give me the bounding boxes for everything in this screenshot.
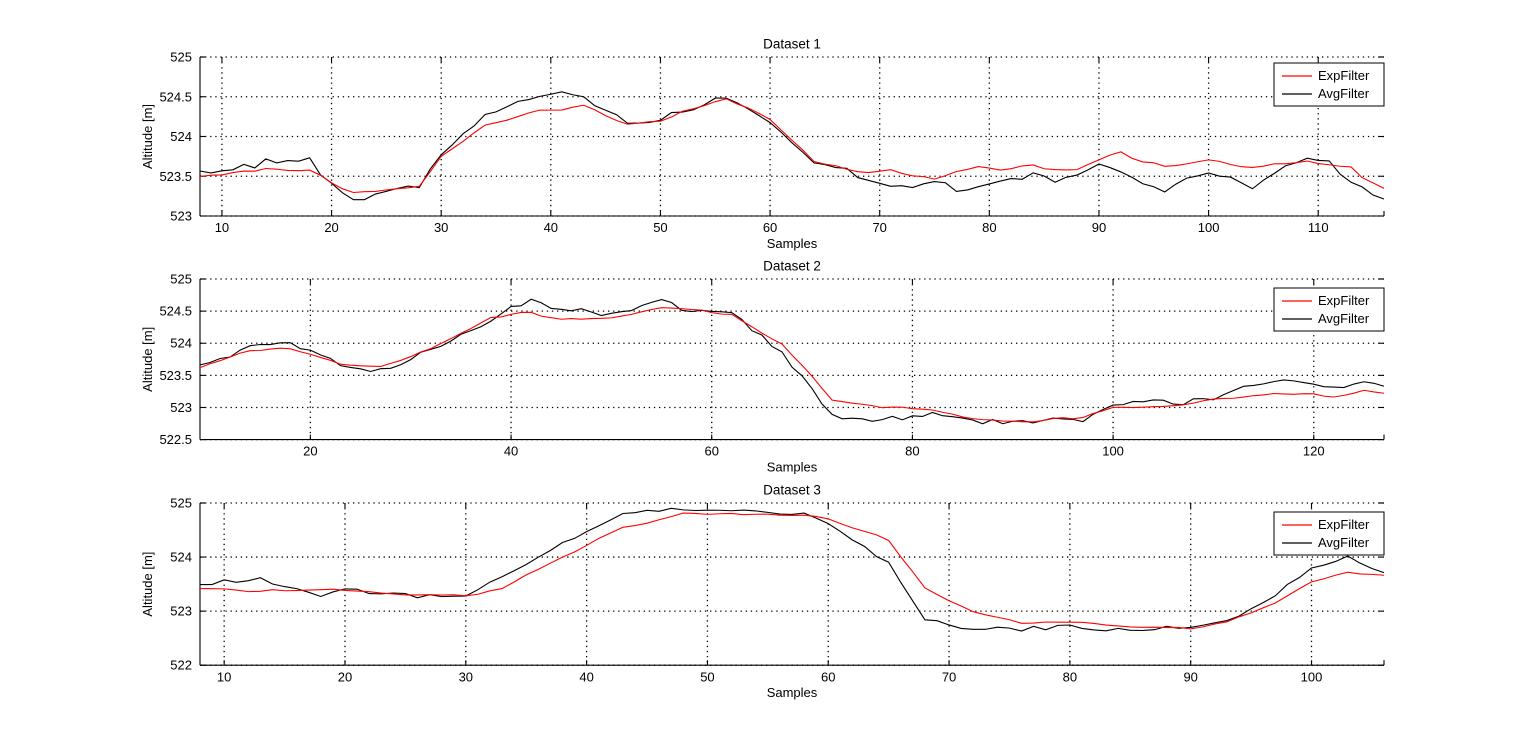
svg-text:ExpFilter: ExpFilter: [1318, 68, 1370, 83]
svg-text:70: 70: [872, 220, 886, 235]
svg-text:525: 525: [170, 50, 192, 65]
svg-text:80: 80: [1063, 669, 1077, 684]
svg-text:30: 30: [434, 220, 448, 235]
svg-text:60: 60: [704, 444, 718, 459]
svg-text:AvgFilter: AvgFilter: [1318, 311, 1370, 326]
svg-text:524: 524: [170, 336, 192, 351]
svg-text:50: 50: [700, 669, 714, 684]
svg-text:AvgFilter: AvgFilter: [1318, 535, 1370, 550]
svg-text:525: 525: [170, 272, 192, 287]
svg-text:40: 40: [544, 220, 558, 235]
svg-text:Samples: Samples: [767, 685, 818, 700]
svg-text:20: 20: [338, 669, 352, 684]
svg-text:100: 100: [1102, 444, 1124, 459]
svg-text:70: 70: [942, 669, 956, 684]
svg-text:20: 20: [303, 444, 317, 459]
svg-text:524: 524: [170, 550, 192, 565]
svg-text:120: 120: [1303, 444, 1325, 459]
svg-text:Samples: Samples: [767, 459, 818, 474]
svg-text:523.5: 523.5: [159, 368, 192, 383]
svg-text:523: 523: [170, 604, 192, 619]
svg-text:110: 110: [1308, 220, 1329, 235]
svg-text:ExpFilter: ExpFilter: [1318, 517, 1370, 532]
svg-text:Altitude [m]: Altitude [m]: [140, 552, 155, 617]
svg-text:50: 50: [653, 220, 667, 235]
svg-text:523: 523: [170, 400, 192, 415]
svg-text:Altitude [m]: Altitude [m]: [140, 104, 155, 169]
svg-text:Samples: Samples: [767, 236, 818, 251]
svg-text:60: 60: [821, 669, 835, 684]
svg-text:AvgFilter: AvgFilter: [1318, 86, 1370, 101]
svg-text:522.5: 522.5: [159, 432, 192, 447]
svg-text:Dataset 2: Dataset 2: [763, 259, 821, 274]
svg-text:525: 525: [170, 496, 192, 511]
svg-text:Altitude [m]: Altitude [m]: [140, 327, 155, 392]
svg-text:10: 10: [217, 669, 231, 684]
svg-text:Dataset 1: Dataset 1: [763, 37, 821, 52]
svg-text:80: 80: [982, 220, 996, 235]
svg-text:100: 100: [1198, 220, 1220, 235]
svg-text:40: 40: [504, 444, 518, 459]
svg-text:523: 523: [170, 209, 192, 224]
svg-text:100: 100: [1301, 669, 1323, 684]
svg-text:90: 90: [1092, 220, 1106, 235]
svg-text:524: 524: [170, 129, 192, 144]
svg-text:522: 522: [170, 658, 192, 673]
svg-text:30: 30: [459, 669, 473, 684]
svg-text:20: 20: [324, 220, 338, 235]
svg-text:524.5: 524.5: [159, 304, 192, 319]
svg-text:80: 80: [905, 444, 919, 459]
svg-text:523.5: 523.5: [159, 169, 192, 184]
svg-text:40: 40: [579, 669, 593, 684]
svg-text:Dataset 3: Dataset 3: [763, 483, 821, 498]
svg-text:90: 90: [1183, 669, 1197, 684]
svg-text:60: 60: [763, 220, 777, 235]
svg-text:ExpFilter: ExpFilter: [1318, 293, 1370, 308]
svg-text:10: 10: [215, 220, 229, 235]
svg-text:524.5: 524.5: [159, 89, 192, 104]
